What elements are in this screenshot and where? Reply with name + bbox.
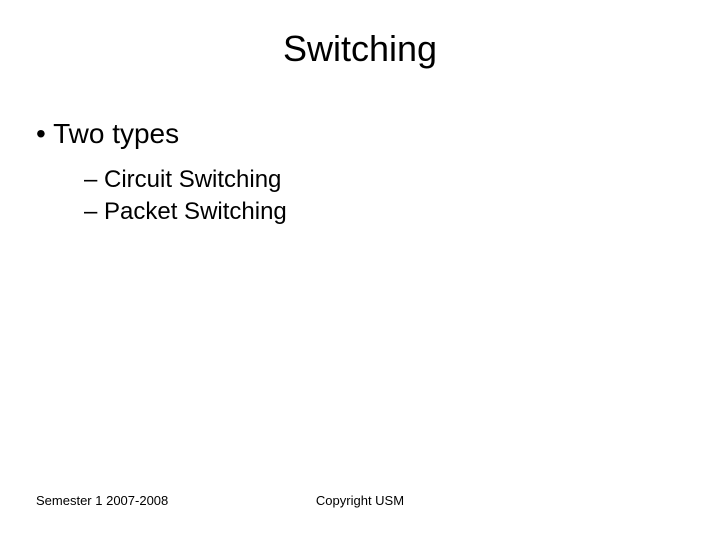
slide-content: Two types Circuit Switching Packet Switc…	[36, 118, 287, 229]
sub-bullet-list: Circuit Switching Packet Switching	[84, 164, 287, 229]
slide-title: Switching	[0, 28, 720, 70]
bullet-main: Two types	[36, 118, 287, 150]
bullet-sub-1: Circuit Switching	[84, 164, 287, 196]
bullet-sub-2: Packet Switching	[84, 196, 287, 228]
slide: Switching Two types Circuit Switching Pa…	[0, 0, 720, 540]
footer-center: Copyright USM	[0, 493, 720, 508]
